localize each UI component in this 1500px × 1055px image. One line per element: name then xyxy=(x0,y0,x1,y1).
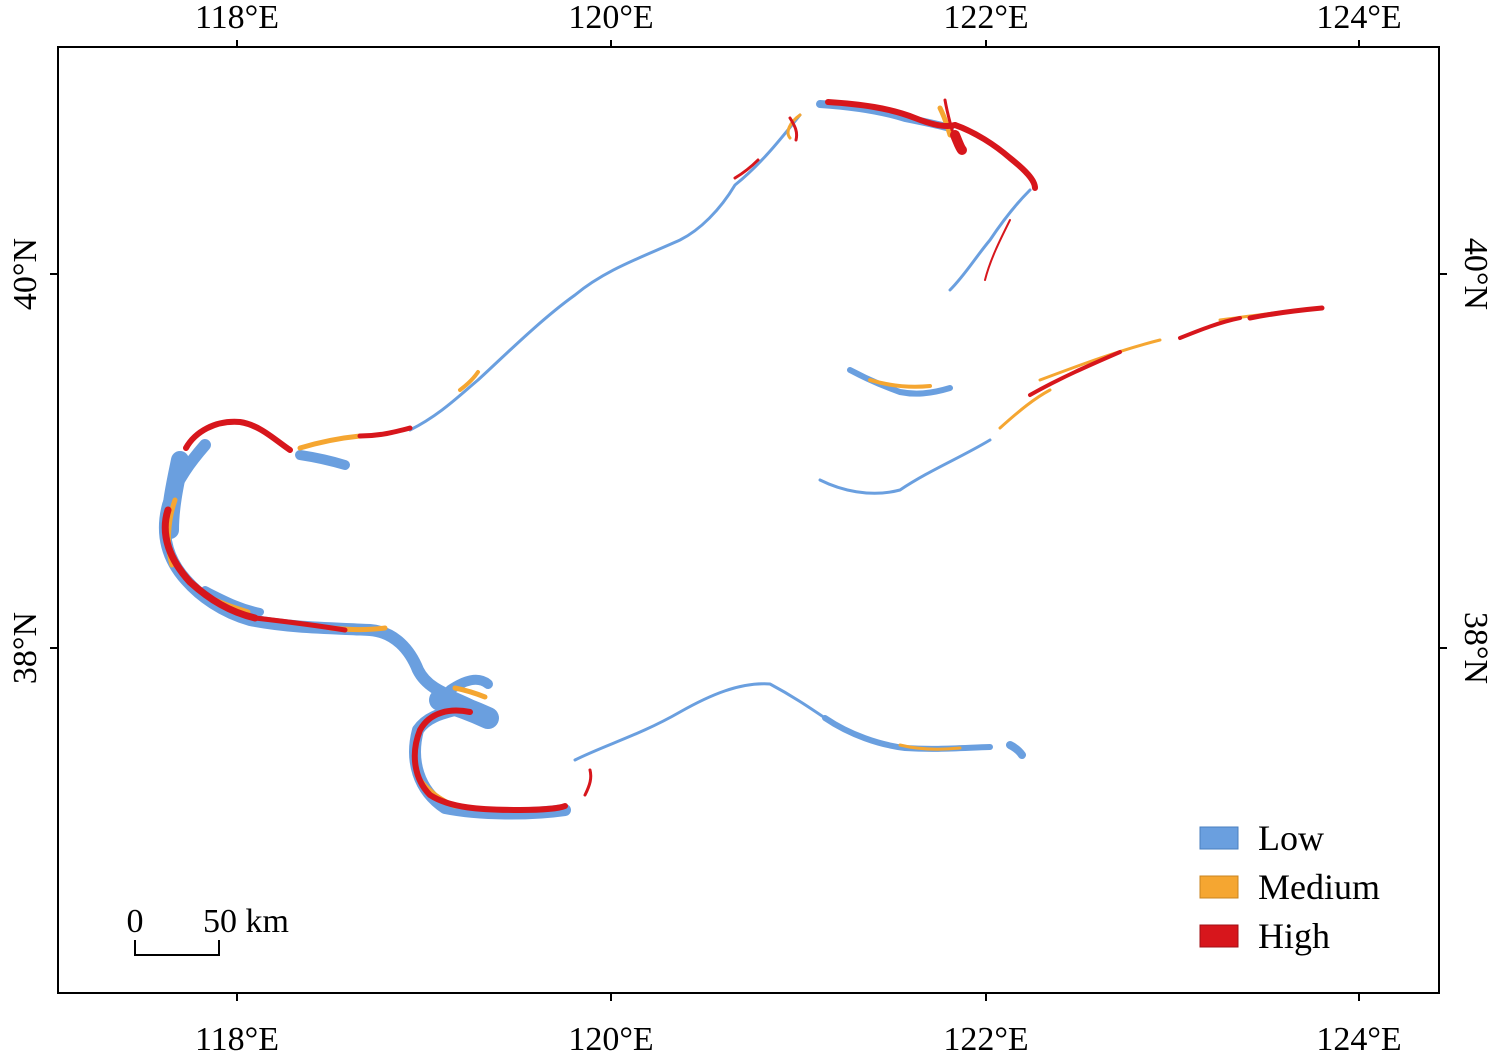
scale-bar-end-label: 50 km xyxy=(203,903,289,940)
y-tick-right-1: 40°N xyxy=(1457,238,1494,310)
scale-bar: 0 50 km xyxy=(127,903,289,956)
scale-bar-start-label: 0 xyxy=(127,903,144,940)
legend-swatch-low xyxy=(1199,826,1239,850)
legend-label-low: Low xyxy=(1258,818,1324,858)
y-tick-left-2: 38°N xyxy=(7,612,44,684)
x-tick-bottom-3: 122°E xyxy=(943,1021,1028,1055)
map-frame xyxy=(57,46,1440,994)
x-tick-bottom-1: 118°E xyxy=(195,1021,279,1055)
legend-swatch-high xyxy=(1199,924,1239,948)
x-tick-bottom-2: 120°E xyxy=(568,1021,653,1055)
x-tick-top-3: 122°E xyxy=(943,0,1028,36)
x-tick-bottom-4: 124°E xyxy=(1316,1021,1401,1055)
y-tick-right-2: 38°N xyxy=(1457,612,1494,684)
legend: Low Medium High xyxy=(1199,818,1380,956)
y-tick-left-1: 40°N xyxy=(7,238,44,310)
legend-label-medium: Medium xyxy=(1258,867,1380,907)
x-tick-top-1: 118°E xyxy=(195,0,279,36)
x-tick-top-4: 124°E xyxy=(1316,0,1401,36)
legend-swatch-medium xyxy=(1199,875,1239,899)
x-tick-marks xyxy=(236,40,1360,1001)
x-tick-top-2: 120°E xyxy=(568,0,653,36)
y-tick-marks xyxy=(50,273,1447,649)
legend-label-high: High xyxy=(1258,916,1330,956)
coastline-high xyxy=(161,98,1325,813)
